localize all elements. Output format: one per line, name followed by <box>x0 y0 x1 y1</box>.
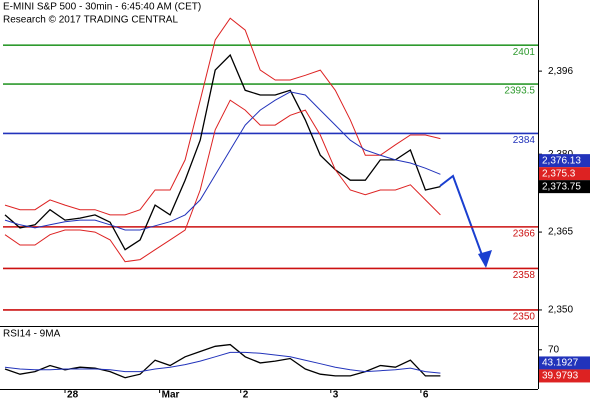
level-label: 2366 <box>513 229 536 240</box>
value-box-label: 39.9793 <box>542 371 579 382</box>
level-label: 2393.5 <box>504 86 535 97</box>
x-tick-label: 3 <box>333 390 339 400</box>
chart-subtitle: Research © 2017 TRADING CENTRAL <box>3 15 178 26</box>
x-tick-label: Mar <box>162 390 180 400</box>
series-line <box>4 99 441 263</box>
series-line <box>4 343 441 379</box>
value-box-label: 2,373.75 <box>542 181 581 192</box>
forecast-arrow <box>439 174 487 267</box>
y-tick-label: 2,350 <box>548 305 573 316</box>
value-box-label: 43.1927 <box>542 358 579 369</box>
value-box <box>539 180 590 194</box>
x-tick-label: 28 <box>67 390 79 400</box>
value-box <box>539 369 590 383</box>
x-tick-label: 6 <box>423 390 429 400</box>
value-box-label: 2,375.3 <box>542 168 576 179</box>
y-tick-label: 70 <box>548 344 560 355</box>
value-box <box>539 154 590 168</box>
rsi-title: RSI14 - 9MA <box>3 329 61 340</box>
x-tick-label: 2 <box>243 390 249 400</box>
y-tick-label: 2,365 <box>548 227 573 238</box>
arrow-head <box>478 250 492 268</box>
value-box <box>539 356 590 370</box>
value-box <box>539 167 590 181</box>
series-line <box>4 351 441 374</box>
series-line <box>4 53 441 251</box>
chart-title: E-MINI S&P 500 - 30min - 6:45:40 AM (CET… <box>3 2 201 13</box>
level-label: 2350 <box>513 312 536 323</box>
level-label: 2358 <box>513 270 536 281</box>
value-box-label: 2,376.13 <box>542 155 581 166</box>
series-line <box>4 17 441 216</box>
series-line <box>4 91 441 231</box>
y-tick-label: 2,396 <box>548 66 573 77</box>
level-label: 2401 <box>513 47 536 58</box>
level-label: 2384 <box>513 135 536 146</box>
